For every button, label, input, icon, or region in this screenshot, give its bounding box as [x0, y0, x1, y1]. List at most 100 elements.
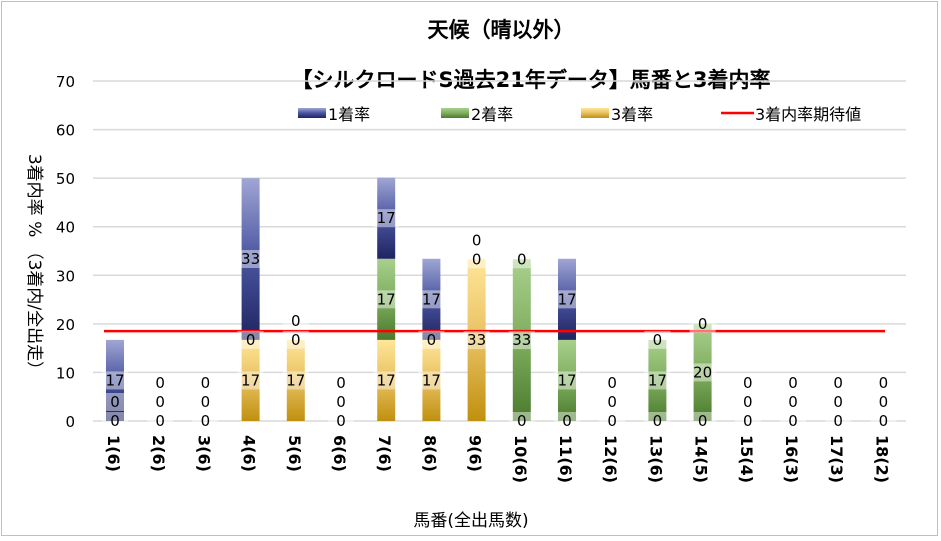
data-label: 0 — [102, 393, 128, 411]
svg-text:17: 17 — [241, 371, 260, 389]
bar-segment — [241, 339, 260, 421]
x-tick-label: 16(3) — [782, 435, 801, 483]
svg-text:0: 0 — [743, 393, 753, 411]
svg-text:0: 0 — [653, 331, 663, 349]
data-label: 17 — [373, 371, 400, 390]
data-label: 0 — [734, 393, 761, 411]
y-tick-label: 40 — [56, 219, 75, 237]
bar-segment — [558, 339, 576, 421]
data-label: 17 — [418, 290, 445, 309]
svg-text:17: 17 — [557, 371, 576, 389]
data-label: 0 — [463, 231, 490, 250]
bar-segment — [422, 339, 441, 421]
data-label: 33 — [508, 331, 535, 350]
svg-text:0: 0 — [201, 393, 211, 411]
x-tick-label: 17(3) — [827, 435, 846, 483]
data-label: 0 — [282, 330, 309, 349]
data-label: 0 — [328, 374, 354, 392]
x-tick-label: 18(2) — [872, 435, 891, 483]
svg-text:0: 0 — [427, 331, 437, 349]
y-tick-label: 50 — [56, 170, 75, 188]
x-tick-label: 6(6) — [330, 435, 349, 472]
y-tick-label: 30 — [56, 267, 75, 285]
svg-text:17: 17 — [422, 290, 441, 308]
svg-text:0: 0 — [336, 412, 346, 430]
data-label: 0 — [192, 374, 219, 392]
x-tick-label: 15(4) — [737, 435, 756, 483]
data-label: 17 — [282, 371, 309, 390]
data-label: 0 — [825, 393, 852, 411]
bar-segment — [377, 177, 396, 259]
data-label: 0 — [870, 393, 897, 411]
x-tick-label: 14(5) — [692, 435, 711, 483]
x-tick-label: 9(6) — [466, 435, 485, 472]
x-tick-label: 11(6) — [556, 435, 575, 483]
svg-text:0: 0 — [155, 412, 165, 430]
data-label: 0 — [237, 330, 264, 349]
svg-text:0: 0 — [833, 393, 843, 411]
svg-text:0: 0 — [833, 374, 843, 392]
svg-text:33: 33 — [467, 331, 486, 349]
data-label: 0 — [508, 412, 535, 430]
y-tick-label: 70 — [56, 73, 75, 91]
x-tick-label: 8(6) — [420, 435, 439, 472]
svg-text:0: 0 — [291, 312, 301, 330]
svg-text:17: 17 — [377, 371, 396, 389]
bar-segment — [512, 259, 531, 421]
y-tick-label: 60 — [56, 122, 75, 140]
x-tick-label: 5(6) — [285, 435, 304, 472]
x-tick-label: 10(6) — [511, 435, 530, 483]
data-label: 0 — [825, 412, 852, 430]
svg-text:0: 0 — [879, 412, 889, 430]
bar-segment — [241, 178, 260, 340]
svg-text:0: 0 — [653, 412, 663, 430]
data-label: 17 — [644, 371, 671, 390]
x-tick-label: 3(6) — [194, 435, 213, 472]
data-label: 17 — [237, 371, 264, 390]
svg-text:0: 0 — [833, 412, 843, 430]
data-label: 0 — [870, 412, 897, 430]
data-label: 0 — [734, 374, 761, 392]
bar-segment — [558, 258, 576, 340]
svg-text:0: 0 — [110, 412, 120, 430]
svg-text:0: 0 — [788, 374, 798, 392]
chart-subtitle: 【シルクロードS過去21年データ】馬番と3着内率 — [292, 68, 771, 92]
svg-text:0: 0 — [607, 412, 617, 430]
data-label: 0 — [147, 393, 174, 411]
data-label: 17 — [554, 290, 580, 309]
data-label: 0 — [328, 412, 354, 430]
data-label: 0 — [147, 374, 174, 392]
svg-text:0: 0 — [698, 412, 708, 430]
data-label: 0 — [780, 374, 806, 392]
svg-text:33: 33 — [512, 331, 531, 349]
data-label: 17 — [373, 290, 400, 309]
svg-text:33: 33 — [241, 250, 260, 268]
data-label: 0 — [870, 374, 897, 392]
x-tick-label: 4(6) — [240, 435, 259, 472]
bar-segment — [106, 339, 124, 421]
x-tick-label: 7(6) — [375, 435, 394, 472]
svg-text:20: 20 — [693, 363, 712, 381]
svg-text:0: 0 — [201, 374, 211, 392]
bar-segment — [377, 258, 396, 340]
bar-segment — [422, 258, 441, 340]
data-label: 0 — [689, 412, 716, 430]
data-label: 0 — [599, 393, 626, 411]
bar-segment — [693, 323, 712, 421]
data-label: 20 — [689, 363, 716, 382]
svg-text:17: 17 — [557, 290, 576, 308]
x-tick-label: 12(6) — [601, 435, 620, 483]
data-label: 0 — [644, 412, 671, 430]
data-label: 0 — [825, 374, 852, 392]
svg-text:0: 0 — [879, 374, 889, 392]
svg-text:17: 17 — [422, 371, 441, 389]
svg-text:0: 0 — [517, 250, 527, 268]
data-label: 0 — [644, 330, 671, 349]
bar-segment — [377, 339, 396, 421]
x-axis-title: 馬番(全出馬数) — [413, 511, 528, 531]
svg-text:2着率: 2着率 — [471, 105, 513, 124]
svg-text:17: 17 — [105, 371, 124, 389]
data-label: 0 — [599, 374, 626, 392]
